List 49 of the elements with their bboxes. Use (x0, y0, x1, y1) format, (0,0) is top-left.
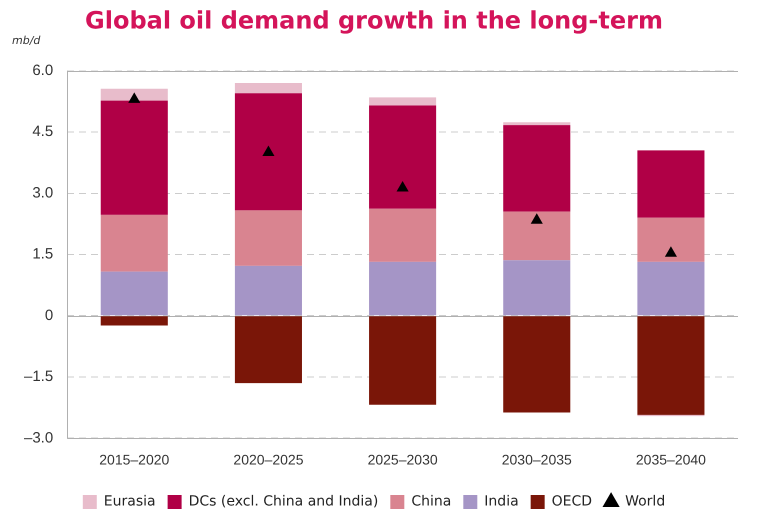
legend-label: Eurasia (104, 494, 156, 510)
y-axis-title: mb/d (12, 34, 42, 48)
bar (637, 218, 704, 262)
bar (100, 88, 168, 101)
bar (637, 262, 704, 316)
y-tick-label: 3.0 (32, 184, 54, 202)
x-tick-label: 2020–2025 (233, 451, 304, 468)
bar (369, 106, 436, 209)
y-tick-label: 4.5 (32, 123, 54, 140)
chart-title: Global oil demand growth in the long-term (85, 6, 663, 35)
bar (234, 93, 302, 210)
y-tick-label: –1.5 (24, 368, 54, 386)
x-tick-label: 2030–2035 (502, 451, 572, 468)
legend-label: World (625, 494, 666, 510)
bar (503, 125, 570, 212)
bar (100, 100, 168, 215)
bar (234, 266, 302, 316)
point (262, 145, 274, 156)
bar (100, 214, 168, 272)
legend-label: China (411, 494, 452, 510)
bar (503, 212, 570, 260)
bar (234, 316, 302, 384)
y-tick-label: 6.0 (32, 62, 54, 79)
bar (637, 150, 704, 218)
bar (234, 210, 302, 266)
point (530, 213, 543, 224)
legend-label: OECD (552, 494, 592, 510)
point (396, 180, 409, 192)
bar (369, 208, 436, 262)
x-tick-label: 2025–2030 (368, 451, 438, 468)
bar (503, 316, 570, 412)
y-tick-label: 0 (44, 306, 54, 324)
x-tick-label: 2015–2020 (99, 451, 170, 468)
bar (369, 262, 436, 316)
x-tick-label: 2035–2040 (636, 451, 706, 468)
bar (637, 316, 704, 415)
bar (369, 316, 436, 405)
y-tick-label: –3.0 (24, 429, 54, 446)
point (664, 246, 677, 257)
y-tick-label: 1.5 (32, 246, 54, 263)
bar (100, 316, 168, 326)
bar (503, 122, 570, 126)
bar (503, 260, 570, 316)
bar (234, 83, 302, 94)
legend-label: India (484, 494, 519, 510)
point (128, 92, 140, 103)
bar (100, 272, 168, 316)
legend-label: DCs (excl. China and India) (188, 494, 378, 510)
bar (369, 97, 436, 106)
